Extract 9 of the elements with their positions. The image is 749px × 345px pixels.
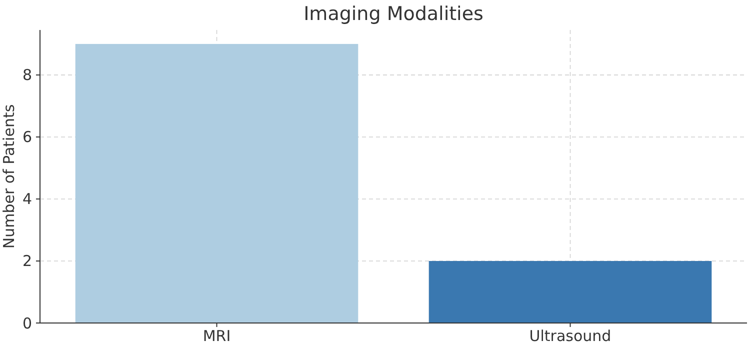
- y-tick-label: 0: [22, 314, 32, 332]
- chart-title: Imaging Modalities: [304, 3, 484, 25]
- x-tick-label: MRI: [202, 327, 231, 345]
- x-tick-label: Ultrasound: [529, 327, 612, 345]
- y-tick-label: 2: [22, 252, 32, 270]
- y-tick-label: 6: [22, 128, 32, 146]
- y-axis-title: Number of Patients: [0, 104, 18, 249]
- y-tick-label: 4: [22, 190, 32, 208]
- y-tick-label: 8: [22, 66, 32, 84]
